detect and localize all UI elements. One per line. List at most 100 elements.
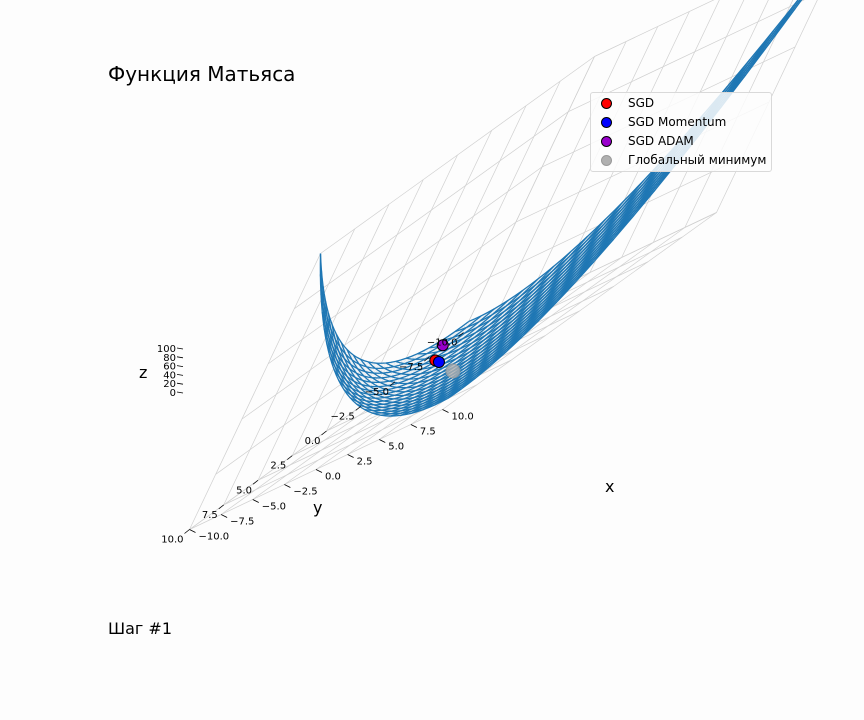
wireframe-line: [324, 300, 491, 410]
x-tick-label: 10.0: [452, 412, 474, 423]
surface-mesh-line: [324, 295, 486, 410]
y-tick-label: 5.0: [236, 485, 252, 496]
y-tick-label: −7.5: [399, 362, 423, 373]
x-tick-mark: [379, 439, 386, 443]
z-axis-label: z: [139, 363, 147, 382]
surface-wireframe: [319, 0, 803, 417]
wireframe-line: [364, 158, 664, 412]
x-tick-mark: [220, 514, 228, 518]
grid-line: [494, 41, 627, 318]
wireframe-line: [320, 270, 462, 415]
surface-mesh-line: [330, 320, 517, 404]
y-tick-mark: [355, 406, 361, 411]
axes-grid: [189, 0, 818, 530]
z-tick-mark: [176, 347, 184, 350]
legend: SGD SGD Momentum SGD ADAM Глобальный мин…: [590, 92, 772, 172]
legend-label: SGD Momentum: [628, 115, 727, 129]
legend-item-global-minimum: Глобальный минимум: [591, 152, 771, 171]
y-tick-mark: [218, 504, 224, 510]
surface-mesh-line: [325, 282, 533, 386]
surface-mesh-line: [347, 206, 618, 404]
y-tick-mark: [424, 356, 430, 362]
grid-line: [442, 212, 717, 410]
x-axis-label: x: [605, 477, 614, 496]
surface-fill: [320, 0, 802, 417]
series-point-2: [436, 339, 449, 352]
x-tick-mark: [442, 409, 449, 413]
surface-mesh-line: [429, 42, 771, 349]
y-tick-label: 7.5: [202, 510, 218, 521]
x-tick-mark: [189, 529, 196, 533]
z-tick-label: 80: [163, 353, 176, 364]
legend-marker: [601, 136, 612, 147]
z-tick-label: 40: [163, 370, 176, 381]
x-tick-label: 5.0: [388, 442, 404, 453]
z-tick-mark: [176, 382, 184, 385]
wireframe-line: [447, 0, 803, 399]
wireframe-line: [380, 111, 706, 416]
x-tick-label: 7.5: [420, 427, 436, 438]
z-tick-mark: [176, 356, 184, 359]
surface-mesh-line: [351, 268, 588, 390]
wireframe-line: [390, 86, 728, 417]
x-tick-label: −5.0: [262, 502, 286, 513]
legend-marker: [601, 155, 612, 166]
x-tick-label: −7.5: [230, 517, 254, 528]
x-tick-label: 0.0: [325, 472, 341, 483]
z-tick-label: 20: [163, 379, 176, 390]
legend-item-sgd-adam: SGD ADAM: [591, 133, 771, 152]
y-tick-label: 2.5: [270, 461, 286, 472]
step-counter: Шаг #1: [108, 619, 172, 638]
wireframe-line: [356, 180, 644, 409]
grid-line: [267, 166, 543, 365]
y-tick-label: 10.0: [161, 535, 183, 546]
wireframe-line: [429, 41, 771, 349]
y-tick-label: −5.0: [365, 387, 389, 398]
chart-title: Функция Матьяса: [108, 62, 296, 86]
y-tick-mark: [252, 479, 259, 485]
z-tick-label: 60: [163, 362, 176, 373]
z-tick-mark: [176, 365, 184, 367]
surface-mesh-line: [323, 293, 518, 382]
legend-item-sgd-momentum: SGD Momentum: [591, 114, 771, 133]
y-tick-mark: [321, 430, 327, 436]
y-axis-label: y: [313, 498, 322, 517]
wireframe-line: [319, 253, 449, 417]
legend-marker: [601, 117, 612, 128]
grid-line: [320, 56, 595, 254]
y-tick-mark: [184, 529, 190, 534]
x-tick-mark: [347, 454, 354, 458]
grid-line: [294, 111, 569, 309]
x-tick-label: −10.0: [199, 532, 230, 543]
y-tick-mark: [389, 381, 396, 387]
series-point-1: [432, 355, 445, 368]
y-tick-mark: [287, 455, 293, 460]
series-point-3: [445, 363, 461, 379]
x-tick-label: −2.5: [293, 487, 317, 498]
z-tick-label: 100: [157, 344, 176, 355]
grid-line: [291, 179, 424, 456]
legend-item-sgd: SGD: [591, 95, 771, 114]
grid-line: [360, 130, 493, 407]
surface-mesh-line: [433, 31, 779, 346]
legend-marker: [601, 98, 612, 109]
y-tick-label: −10.0: [427, 338, 458, 349]
surface-mesh-line: [354, 187, 637, 407]
grid-line: [189, 253, 321, 530]
y-tick-label: −2.5: [330, 411, 354, 422]
grid-line: [594, 0, 715, 57]
y-tick-label: 0.0: [305, 436, 321, 447]
surface-mesh-line: [327, 274, 544, 389]
wireframe-line: [322, 286, 476, 412]
y-tick-mark: [458, 332, 464, 337]
surface-mesh-line: [321, 303, 504, 377]
z-tick-mark: [176, 391, 184, 394]
x-tick-mark: [252, 499, 259, 503]
z-tick-label: 0: [170, 388, 176, 399]
grid-line: [257, 204, 390, 481]
grid-line: [428, 80, 561, 358]
wireframe-line: [372, 136, 685, 414]
surface-mesh-line: [459, 0, 800, 329]
grid-line: [223, 228, 356, 506]
